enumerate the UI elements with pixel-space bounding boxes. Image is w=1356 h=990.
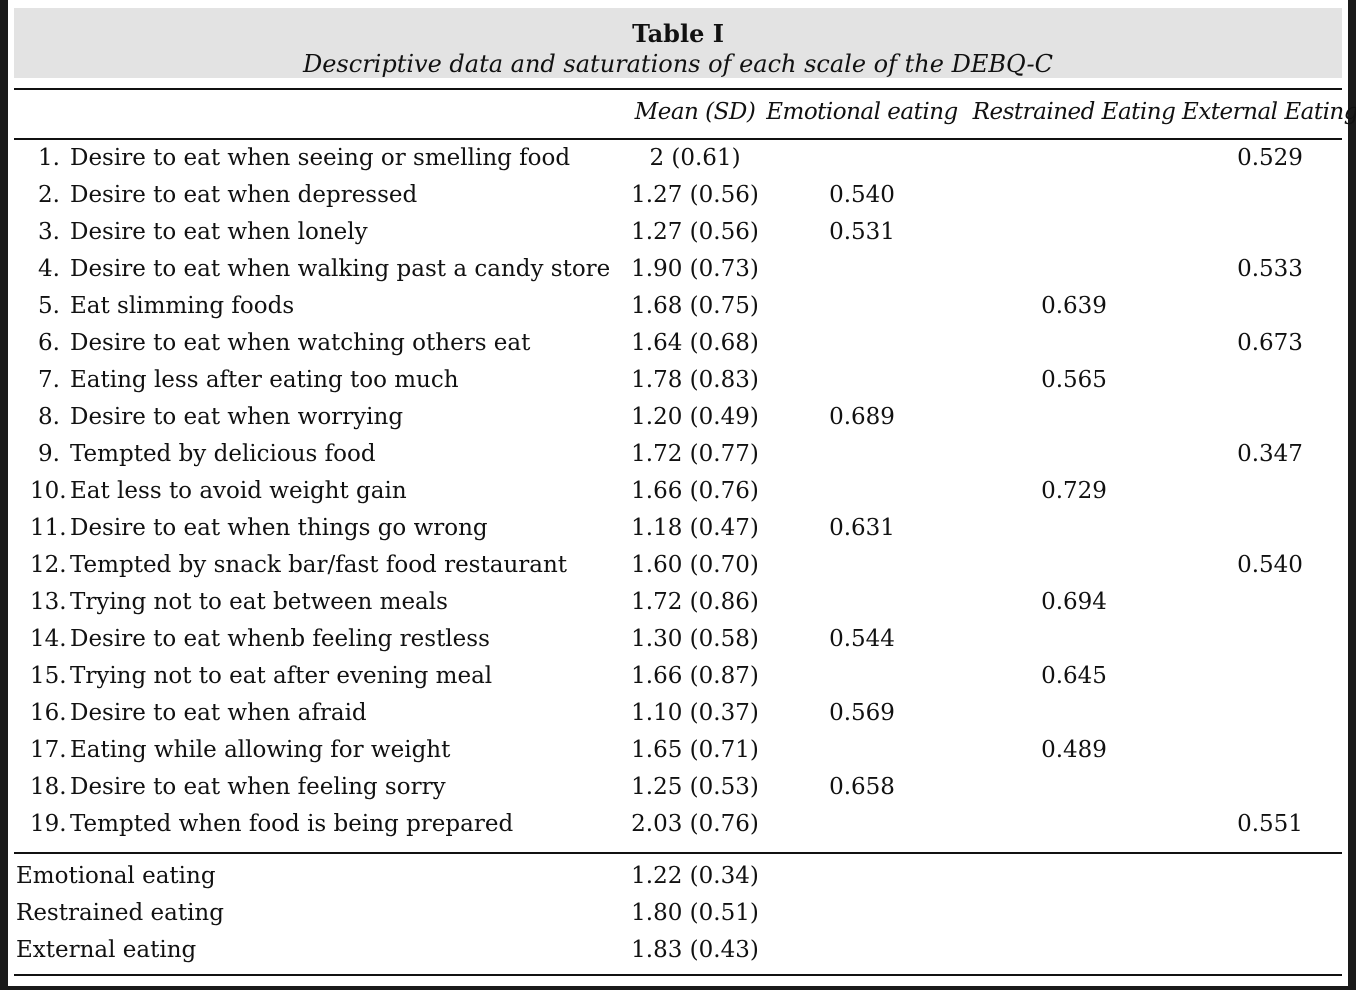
row-mean: 1.64 (0.68) xyxy=(631,330,759,356)
header-restrained: Restrained Eating xyxy=(972,99,1176,125)
row-label: Eating less after eating too much xyxy=(70,367,459,393)
row-restrained: 0.489 xyxy=(1041,737,1107,763)
top-rule xyxy=(14,88,1342,90)
row-mean: 1.30 (0.58) xyxy=(631,626,759,652)
row-label: Desire to eat when worrying xyxy=(70,404,404,430)
row-label: Desire to eat when watching others eat xyxy=(70,330,531,356)
row-label: Tempted when food is being prepared xyxy=(70,811,514,837)
row-external: 0.551 xyxy=(1237,811,1303,837)
row-number: 11. xyxy=(30,515,67,541)
row-mean: 1.78 (0.83) xyxy=(631,367,759,393)
row-label: Desire to eat when lonely xyxy=(70,219,368,245)
row-mean: 1.72 (0.86) xyxy=(631,589,759,615)
header-rule xyxy=(14,138,1342,140)
row-label: Desire to eat when walking past a candy … xyxy=(70,256,611,282)
row-emotional: 0.658 xyxy=(829,774,895,800)
summary-mean: 1.83 (0.43) xyxy=(631,937,759,963)
row-mean: 1.65 (0.71) xyxy=(631,737,759,763)
row-label: Desire to eat whenb feeling restless xyxy=(70,626,490,652)
row-restrained: 0.645 xyxy=(1041,663,1107,689)
row-number: 18. xyxy=(30,774,67,800)
row-number: 15. xyxy=(30,663,67,689)
row-mean: 1.90 (0.73) xyxy=(631,256,759,282)
row-external: 0.533 xyxy=(1237,256,1303,282)
row-label: Desire to eat when depressed xyxy=(70,182,418,208)
row-number: 13. xyxy=(30,589,67,615)
row-mean: 1.10 (0.37) xyxy=(631,700,759,726)
row-number: 2. xyxy=(38,182,60,208)
row-label: Eat less to avoid weight gain xyxy=(70,478,407,504)
header-external: External Eating xyxy=(1182,99,1356,125)
row-emotional: 0.689 xyxy=(829,404,895,430)
row-label: Desire to eat when afraid xyxy=(70,700,367,726)
summary-label: Restrained eating xyxy=(16,900,224,926)
row-number: 19. xyxy=(30,811,67,837)
row-number: 9. xyxy=(38,441,60,467)
row-number: 6. xyxy=(38,330,60,356)
row-number: 16. xyxy=(30,700,67,726)
row-mean: 1.60 (0.70) xyxy=(631,552,759,578)
row-emotional: 0.540 xyxy=(829,182,895,208)
row-number: 4. xyxy=(38,256,60,282)
row-label: Eating while allowing for weight xyxy=(70,737,451,763)
table-title: Table I xyxy=(632,19,724,48)
row-restrained: 0.639 xyxy=(1041,293,1107,319)
row-mean: 2 (0.61) xyxy=(649,145,741,171)
header-emotional: Emotional eating xyxy=(766,99,958,125)
summary-mean: 1.22 (0.34) xyxy=(631,863,759,889)
row-external: 0.529 xyxy=(1237,145,1303,171)
row-label: Trying not to eat after evening meal xyxy=(70,663,493,689)
row-number: 14. xyxy=(30,626,67,652)
summary-mean: 1.80 (0.51) xyxy=(631,900,759,926)
row-restrained: 0.694 xyxy=(1041,589,1107,615)
row-mean: 1.68 (0.75) xyxy=(631,293,759,319)
row-mean: 1.20 (0.49) xyxy=(631,404,759,430)
row-number: 12. xyxy=(30,552,67,578)
row-number: 8. xyxy=(38,404,60,430)
row-label: Tempted by delicious food xyxy=(70,441,376,467)
row-emotional: 0.544 xyxy=(829,626,895,652)
row-number: 1. xyxy=(38,145,60,171)
row-restrained: 0.565 xyxy=(1041,367,1107,393)
row-number: 10. xyxy=(30,478,67,504)
row-mean: 1.66 (0.76) xyxy=(631,478,759,504)
row-restrained: 0.729 xyxy=(1041,478,1107,504)
row-external: 0.347 xyxy=(1237,441,1303,467)
row-label: Desire to eat when feeling sorry xyxy=(70,774,446,800)
row-label: Trying not to eat between meals xyxy=(70,589,448,615)
row-mean: 1.72 (0.77) xyxy=(631,441,759,467)
row-mean: 1.66 (0.87) xyxy=(631,663,759,689)
body-rule xyxy=(14,852,1342,854)
row-number: 3. xyxy=(38,219,60,245)
row-mean: 1.27 (0.56) xyxy=(631,219,759,245)
row-emotional: 0.569 xyxy=(829,700,895,726)
row-external: 0.540 xyxy=(1237,552,1303,578)
summary-label: External eating xyxy=(16,937,197,963)
row-external: 0.673 xyxy=(1237,330,1303,356)
table-caption-box: Table I Descriptive data and saturations… xyxy=(14,8,1342,78)
row-label: Tempted by snack bar/fast food restauran… xyxy=(70,552,568,578)
row-label: Desire to eat when seeing or smelling fo… xyxy=(70,145,571,171)
header-mean: Mean (SD) xyxy=(634,99,756,125)
row-mean: 1.25 (0.53) xyxy=(631,774,759,800)
row-mean: 2.03 (0.76) xyxy=(631,811,759,837)
row-emotional: 0.631 xyxy=(829,515,895,541)
bottom-rule xyxy=(14,974,1342,976)
table-caption: Descriptive data and saturations of each… xyxy=(302,50,1053,78)
row-number: 5. xyxy=(38,293,60,319)
table-page: Table I Descriptive data and saturations… xyxy=(8,0,1356,986)
row-label: Eat slimming foods xyxy=(70,293,295,319)
row-number: 7. xyxy=(38,367,60,393)
row-mean: 1.27 (0.56) xyxy=(631,182,759,208)
summary-label: Emotional eating xyxy=(16,863,216,889)
row-label: Desire to eat when things go wrong xyxy=(70,515,488,541)
row-mean: 1.18 (0.47) xyxy=(631,515,759,541)
row-emotional: 0.531 xyxy=(829,219,895,245)
row-number: 17. xyxy=(30,737,67,763)
